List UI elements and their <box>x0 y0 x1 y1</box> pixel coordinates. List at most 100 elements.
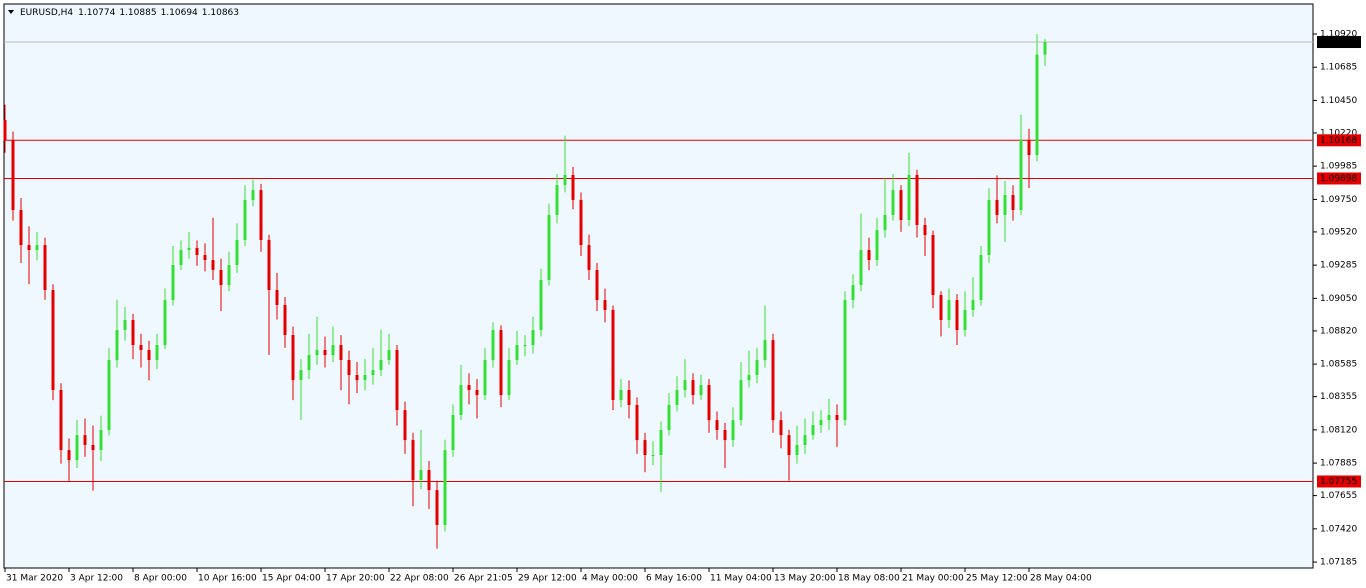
y-tick-label: 1.08585 <box>1320 360 1357 370</box>
candle-body <box>291 334 295 381</box>
candle-body <box>379 360 383 371</box>
x-tick-label: 13 May 20:00 <box>774 574 836 584</box>
candle-body <box>259 190 263 240</box>
candle-body <box>115 330 119 361</box>
candle-body <box>3 119 7 141</box>
y-tick-label: 1.09285 <box>1320 261 1357 271</box>
candle-body <box>667 404 671 431</box>
candle-body <box>331 345 335 356</box>
candle-body <box>187 248 191 251</box>
candle-body <box>235 239 239 266</box>
candle-body <box>467 385 471 390</box>
candle-body <box>619 389 623 401</box>
candle-body <box>611 309 615 401</box>
candle-body <box>659 430 663 456</box>
chart-header: EURUSD,H4 1.10774 1.10885 1.10694 1.10863 <box>20 8 239 18</box>
level-label-bg <box>1317 475 1361 488</box>
candle-body <box>1011 195 1015 211</box>
candle-body <box>747 375 751 381</box>
candle-body <box>1043 42 1047 55</box>
x-tick-label: 22 Apr 08:00 <box>390 574 449 584</box>
candle-body <box>859 250 863 286</box>
price-label-bg <box>1317 36 1361 49</box>
candle-body <box>931 235 935 295</box>
candle-body <box>731 420 735 441</box>
candle-body <box>459 385 463 416</box>
candle-body <box>795 444 799 456</box>
candle-body <box>603 300 607 310</box>
candle-body <box>555 184 559 215</box>
candle-body <box>347 360 351 376</box>
candle-body <box>995 199 999 215</box>
y-tick-label: 1.09520 <box>1320 227 1357 237</box>
candle-body <box>195 248 199 255</box>
candle-body <box>83 435 87 445</box>
x-tick-label: 26 Apr 21:05 <box>454 574 513 584</box>
level-label: 1.07755 <box>1320 477 1357 487</box>
candle-body <box>963 309 967 331</box>
y-tick-label: 1.10685 <box>1320 63 1357 73</box>
candle-body <box>531 330 535 346</box>
candle-body <box>59 389 63 451</box>
price-label: 1.10863 <box>1320 38 1357 48</box>
candle-body <box>11 140 15 211</box>
candle-body <box>1003 195 1007 215</box>
candle-body <box>907 174 911 221</box>
candle-body <box>987 199 991 255</box>
candle-body <box>955 300 959 331</box>
candle-body <box>579 199 583 246</box>
candle-body <box>651 455 655 457</box>
y-tick-label: 1.07885 <box>1320 459 1357 469</box>
candle-body <box>475 389 479 396</box>
candle-body <box>91 444 95 451</box>
candle-body <box>363 375 367 381</box>
candle-body <box>339 345 343 361</box>
candle-body <box>763 340 767 361</box>
candle-body <box>1027 140 1031 156</box>
y-tick-label: 1.09985 <box>1320 162 1357 172</box>
candle-body <box>739 380 743 421</box>
candle-body <box>915 174 919 225</box>
candle-body <box>851 285 855 301</box>
plot-area <box>3 3 1314 569</box>
x-tick-label: 8 Apr 00:00 <box>134 574 187 584</box>
candle-body <box>923 224 927 236</box>
candle-body <box>779 420 783 436</box>
candle-body <box>811 425 815 436</box>
candle-body <box>939 294 943 321</box>
candle-body <box>891 190 895 215</box>
candle-body <box>675 389 679 405</box>
candle-body <box>947 300 951 321</box>
candle-body <box>283 305 287 335</box>
collapse-icon[interactable] <box>8 10 14 14</box>
candle-body <box>843 300 847 421</box>
candle-body <box>715 420 719 431</box>
candle-body <box>835 415 839 421</box>
candle-body <box>435 490 439 526</box>
candle-body <box>1035 54 1039 156</box>
x-tick-label: 10 Apr 16:00 <box>198 574 257 584</box>
candle-body <box>211 260 215 270</box>
candle-body <box>875 230 879 261</box>
x-tick-label: 4 May 00:00 <box>582 574 638 584</box>
candle-body <box>883 214 887 231</box>
candle-body <box>803 435 807 445</box>
candle-body <box>411 440 415 481</box>
candle-body <box>483 360 487 396</box>
candle-body <box>683 380 687 390</box>
header-open: 1.10774 <box>78 8 115 18</box>
candle-body <box>515 345 519 361</box>
candle-body <box>635 404 639 441</box>
candle-body <box>19 210 23 246</box>
level-label-bg <box>1317 172 1361 185</box>
x-tick-label: 29 Apr 12:00 <box>518 574 577 584</box>
candle-body <box>267 239 271 291</box>
y-tick-label: 1.08120 <box>1320 425 1357 435</box>
candle-body <box>971 300 975 310</box>
candle-body <box>547 214 551 280</box>
candle-body <box>699 385 703 396</box>
x-tick-label: 18 May 08:00 <box>838 574 900 584</box>
candle-body <box>35 245 39 251</box>
candle-body <box>275 290 279 306</box>
chart-title: EURUSD,H4 <box>20 8 73 18</box>
